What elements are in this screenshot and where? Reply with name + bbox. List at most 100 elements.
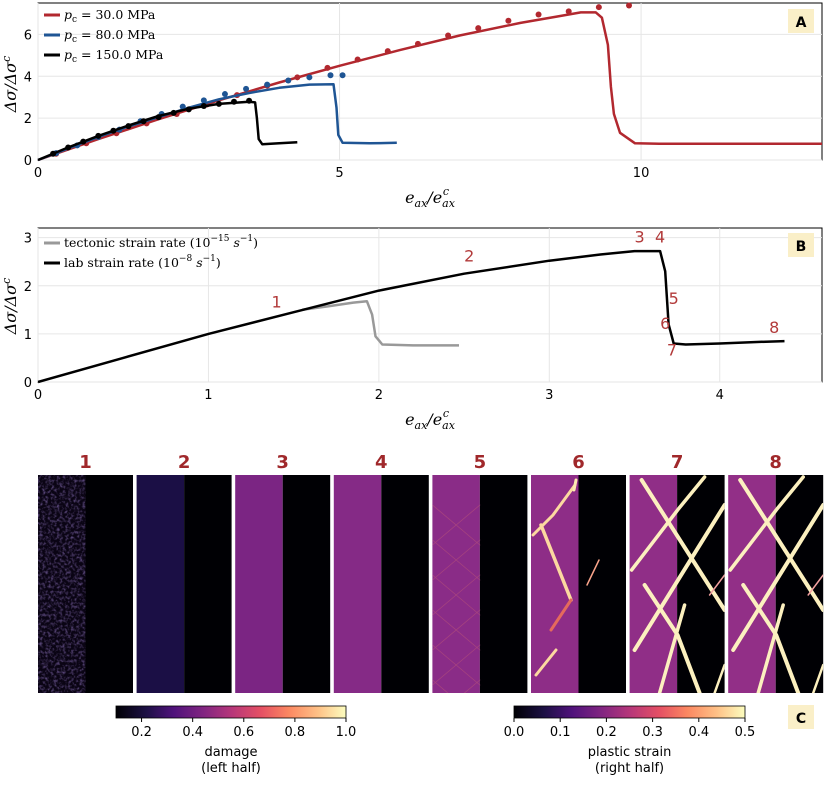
stage-label: 1 [79,452,92,473]
stage-annotation: 8 [769,318,779,337]
series-marker-2 [231,98,237,105]
colorbar-tick-label: 0.8 [285,725,306,740]
stage-annotation: 6 [660,314,670,333]
strain-map-5 [432,475,528,693]
plastic-strain-half [184,475,232,693]
colorbar-tick-label: 0.2 [131,725,152,740]
shear-band [657,603,687,693]
panel-b-ylabel: Δσ/Δσc [0,278,20,336]
panel-b-frame [37,227,823,383]
colorbar-label: plastic strain [588,745,672,760]
shear-band [586,559,600,586]
shear-band [632,503,725,652]
y-tick-label: 2 [24,112,32,127]
colorbar-sublabel: (right half) [595,761,664,776]
shear-band [549,598,573,632]
colorbar-0: 0.2 0.4 0.6 0.8 1.0 damage(left half) [115,705,356,776]
series-marker-1 [200,97,207,104]
stage-annotation: 1 [272,292,282,311]
shear-band [432,679,449,693]
panel-b-ticks: 0 1 2 3 4 0 1 2 3 [24,232,724,403]
shear-band [539,523,573,602]
strain-map-7 [629,475,725,693]
y-tick-label: 4 [24,70,32,85]
series-marker-0 [626,2,633,9]
panel-b-series [37,249,785,384]
legend-label: pc = 80.0 MPa [64,27,156,45]
colorbar-tick-label: 0.0 [504,725,525,740]
y-tick-label: 0 [24,376,32,391]
shear-band [432,574,481,616]
stage-label: 6 [572,452,585,473]
plastic-strain-half [578,475,626,693]
legend-label: pc = 30.0 MPa [64,7,156,25]
panel-b-grid [37,228,822,383]
series-marker-1 [327,72,334,79]
shear-band [432,504,481,546]
panel-b-xlabel: eax/eaxc [405,407,456,432]
damage-half [333,475,382,693]
shear-band [738,478,824,612]
series-line-0 [302,299,459,347]
shear-band [639,478,725,612]
series-marker-0 [565,8,572,15]
series-marker-2 [215,100,222,107]
damage-half [136,475,185,693]
panel-b-annotations: 1 2 3 4 5 6 7 8 [272,227,780,359]
colorbar-tick-label: 0.1 [550,725,571,740]
panel-c-badge-label: C [796,711,806,727]
colorbar-tick-label: 0.4 [182,725,203,740]
y-tick-label: 6 [24,28,32,43]
legend-label: pc = 150.0 MPa [64,47,164,65]
panel-b-badge-label: B [796,239,807,255]
colorbar-tick-label: 0.6 [233,725,254,740]
colorbar-gradient [115,705,347,719]
shear-band [731,503,824,652]
stage-label: 2 [178,452,191,473]
panel-a-frame [37,2,823,161]
panel-a-badge [788,9,814,33]
colorbar-label: damage [204,745,257,760]
shear-band [463,679,481,693]
series-marker-0 [414,40,421,47]
series-marker-2 [95,132,102,139]
series-marker-2 [185,106,192,113]
panel-a-series [37,2,822,162]
series-line-2 [37,100,298,162]
series-marker-0 [505,17,512,24]
y-tick-label: 0 [24,154,32,169]
stage-annotation: 5 [669,289,679,308]
damage-half [432,475,480,693]
series-marker-0 [475,25,482,32]
stage-label: 8 [769,452,782,473]
legend-label: lab strain rate (10−8 s−1) [64,254,221,270]
stage-annotation: 3 [635,227,645,246]
colorbar-tick-label: 0.4 [688,725,709,740]
stage-label: 5 [474,452,487,473]
shear-band [534,648,558,677]
colorbar-sublabel: (left half) [201,761,261,776]
series-marker-2 [50,150,57,157]
shear-band [756,603,785,693]
colorbar-1: 0.0 0.1 0.2 0.3 0.4 0.5 plastic strain(right h… [504,705,755,776]
series-marker-2 [125,123,132,130]
shear-band [708,574,725,596]
panel-c: 1 2 3 4 5 6 7 8 0.2 0.4 0.6 0.8 1.0 damage(left half… [38,452,824,776]
series-line-0 [37,11,822,162]
series-marker-2 [200,102,207,109]
stage-annotation: 4 [655,227,665,246]
panel-a-grid [37,3,822,161]
x-tick-label: 2 [375,388,383,403]
series-marker-1 [306,74,313,81]
series-marker-0 [595,4,602,11]
panel-a-badge-label: A [796,15,807,31]
shear-band [572,478,578,492]
plastic-strain-half [381,475,429,693]
strain-map-1 [38,475,133,693]
series-marker-1 [339,72,346,79]
x-tick-label: 3 [545,388,553,403]
